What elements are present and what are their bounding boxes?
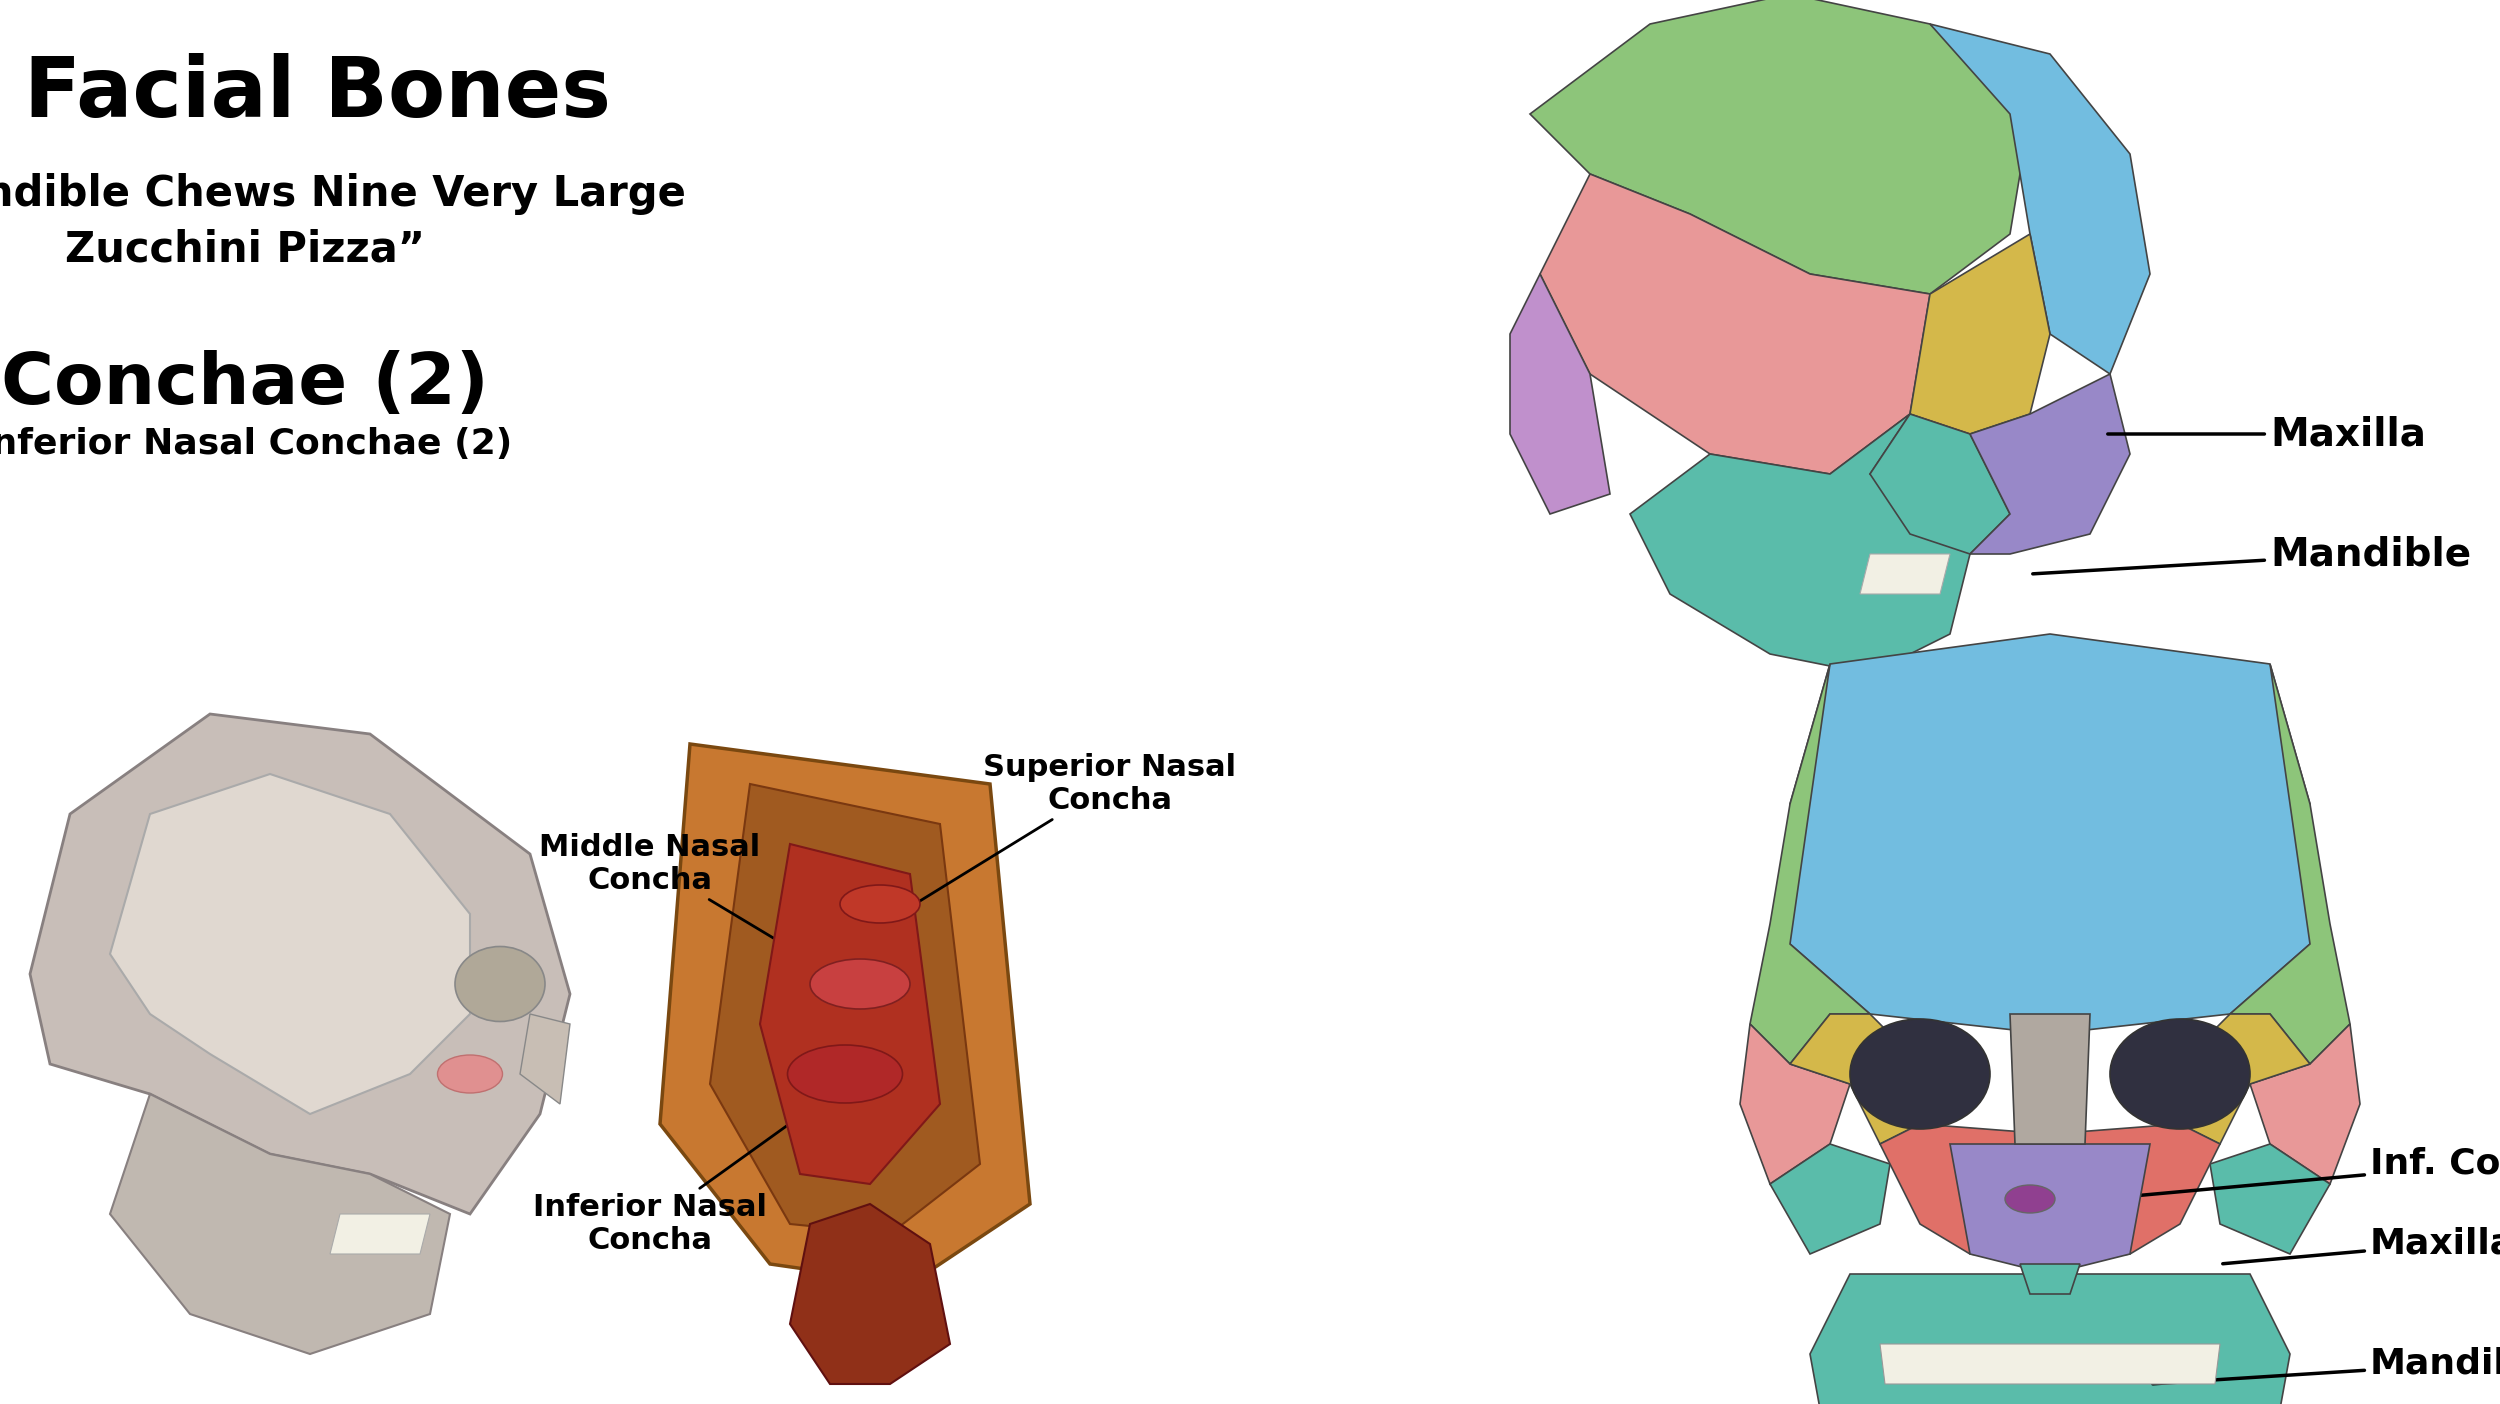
Ellipse shape (455, 946, 545, 1022)
Polygon shape (1790, 1014, 1920, 1144)
Ellipse shape (1850, 1019, 1990, 1129)
Polygon shape (30, 715, 570, 1214)
Polygon shape (1950, 1144, 2150, 1273)
Text: Inf. Concha: Inf. Concha (2102, 1147, 2500, 1199)
Text: Mandible: Mandible (2152, 1346, 2500, 1384)
Polygon shape (1970, 373, 2130, 555)
Text: Middle Nasal
Concha: Middle Nasal Concha (540, 833, 848, 983)
Text: Conchae (2): Conchae (2) (0, 350, 490, 418)
Text: Superior Nasal
Concha: Superior Nasal Concha (918, 753, 1238, 903)
Polygon shape (1880, 1344, 2220, 1384)
Text: Inferior Nasal
Concha: Inferior Nasal Concha (532, 1085, 842, 1255)
Ellipse shape (2110, 1019, 2250, 1129)
Polygon shape (1910, 234, 2050, 434)
Polygon shape (1630, 414, 1970, 674)
Polygon shape (110, 1094, 450, 1353)
Ellipse shape (840, 885, 920, 922)
Text: “My Mandible Chews Nine Very Large: “My Mandible Chews Nine Very Large (0, 173, 685, 215)
Polygon shape (790, 1205, 950, 1384)
Polygon shape (1880, 1125, 2220, 1264)
Polygon shape (710, 783, 980, 1234)
Polygon shape (2020, 1264, 2080, 1294)
Text: Maxilla: Maxilla (2108, 416, 2425, 453)
Polygon shape (1530, 0, 2030, 293)
Polygon shape (1810, 1273, 2290, 1404)
Text: Inferior Nasal Conchae (2): Inferior Nasal Conchae (2) (0, 427, 512, 461)
Polygon shape (1870, 414, 2010, 555)
Polygon shape (1860, 555, 1950, 594)
Polygon shape (2180, 1014, 2310, 1144)
Polygon shape (2230, 664, 2350, 1064)
Text: Zucchini Pizza”: Zucchini Pizza” (65, 227, 425, 270)
Ellipse shape (788, 1045, 902, 1104)
Ellipse shape (810, 959, 910, 1009)
Polygon shape (2010, 1014, 2090, 1144)
Ellipse shape (2005, 1185, 2055, 1213)
Polygon shape (1750, 664, 1870, 1064)
Polygon shape (2250, 1024, 2360, 1184)
Polygon shape (1790, 635, 2310, 1033)
Polygon shape (1540, 174, 1930, 475)
Text: 14 Facial Bones: 14 Facial Bones (0, 53, 610, 135)
Polygon shape (1510, 274, 1610, 514)
Polygon shape (760, 844, 940, 1184)
Ellipse shape (438, 1054, 503, 1092)
Text: Maxilla: Maxilla (2222, 1227, 2500, 1264)
Polygon shape (2210, 1144, 2330, 1254)
Polygon shape (520, 1014, 570, 1104)
Polygon shape (330, 1214, 430, 1254)
Polygon shape (1770, 1144, 1890, 1254)
Polygon shape (110, 774, 470, 1113)
Text: Mandible: Mandible (2032, 535, 2470, 574)
Polygon shape (1930, 24, 2150, 373)
Polygon shape (1740, 1024, 1850, 1184)
Polygon shape (660, 744, 1030, 1285)
